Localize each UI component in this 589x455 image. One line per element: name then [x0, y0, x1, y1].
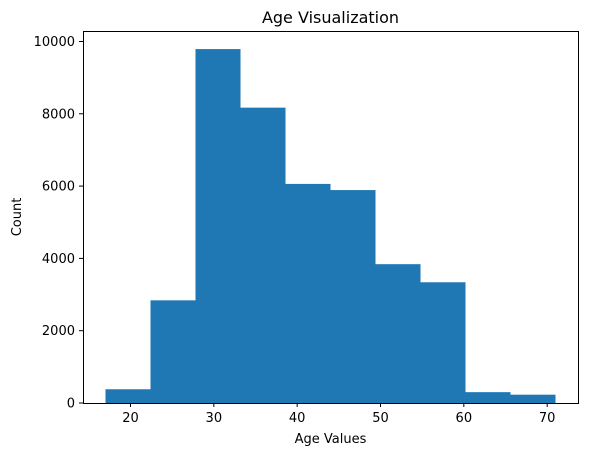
- x-tick-label: 60: [456, 411, 473, 426]
- y-tick-label: 2000: [42, 324, 75, 339]
- histogram-bar-7: [375, 264, 421, 403]
- y-tick-label: 8000: [42, 107, 75, 122]
- x-tick-label: 40: [289, 411, 306, 426]
- x-tick-label: 50: [372, 411, 389, 426]
- histogram-bar-3: [195, 49, 241, 403]
- y-tick-label: 0: [67, 397, 75, 412]
- histogram-bar-1: [105, 389, 151, 403]
- y-tick-label: 6000: [42, 180, 75, 195]
- bars-group: [105, 49, 556, 403]
- y-tick-label: 10000: [34, 35, 75, 50]
- histogram-bar-6: [330, 190, 376, 403]
- y-axis-title: Count: [10, 198, 25, 237]
- y-axis-ticks: 0 2000 4000 6000 8000 10000: [34, 35, 83, 412]
- histogram-bar-2: [150, 300, 196, 403]
- x-axis-ticks: 20 30 40 50 60 70: [122, 403, 555, 426]
- x-tick-label: 20: [122, 411, 139, 426]
- chart-title: Age Visualization: [262, 8, 399, 27]
- x-tick-label: 30: [206, 411, 223, 426]
- y-tick-label: 4000: [42, 252, 75, 267]
- histogram-bar-10: [510, 394, 556, 403]
- histogram-bar-4: [240, 107, 286, 403]
- axes-frame: [83, 31, 579, 404]
- histogram-bar-5: [285, 183, 331, 403]
- histogram-bar-8: [420, 282, 466, 403]
- x-tick-label: 70: [539, 411, 556, 426]
- x-axis-title: Age Values: [295, 432, 367, 447]
- histogram-bar-9: [465, 392, 511, 403]
